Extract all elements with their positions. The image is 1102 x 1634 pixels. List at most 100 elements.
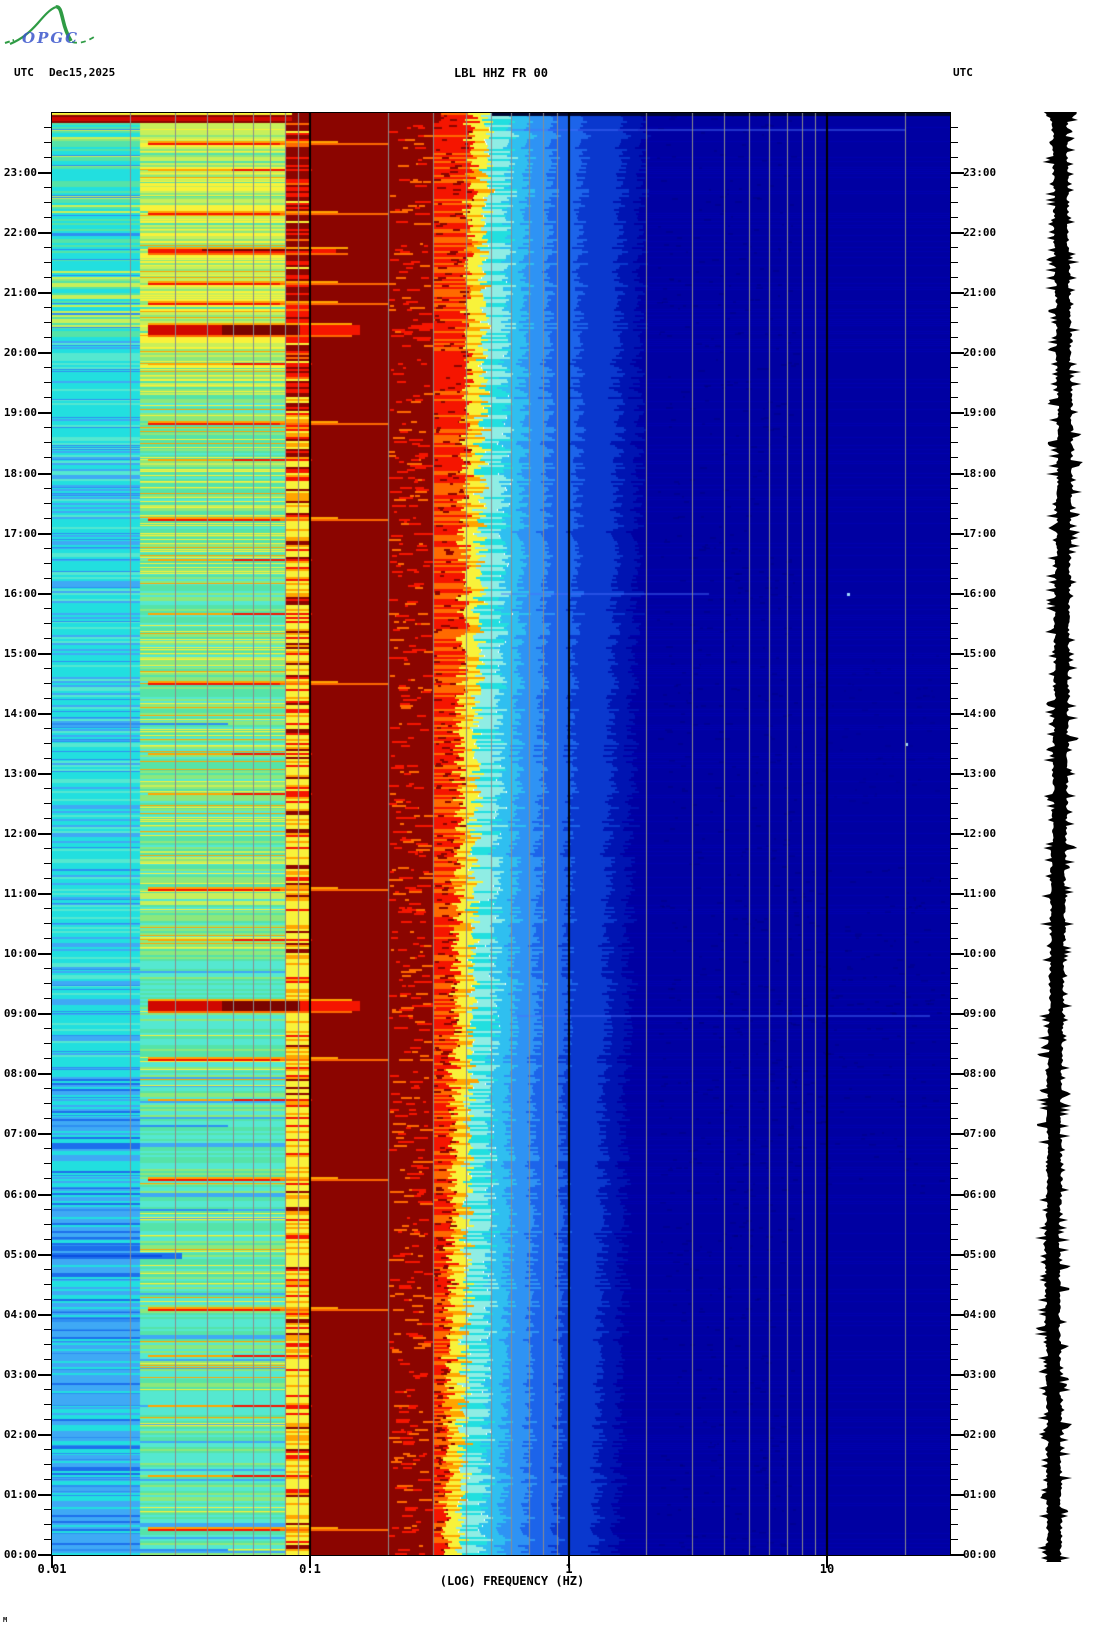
time-tick-left (38, 772, 51, 775)
time-tick-right (951, 232, 964, 235)
time-label-left: 08:00 (3, 1067, 37, 1081)
time-label-left: 00:00 (3, 1548, 37, 1561)
logo-dash-right (71, 36, 95, 44)
time-tick-right (951, 517, 958, 519)
time-tick-right (951, 953, 964, 956)
time-tick-right (951, 1538, 958, 1540)
logo-mountain-rise (9, 5, 57, 46)
time-tick-left (44, 923, 51, 925)
time-tick-left (44, 157, 51, 159)
time-tick-left (38, 1253, 51, 1256)
time-label-left: 12:00 (3, 827, 37, 840)
time-label-right: 22:00 (963, 226, 997, 240)
time-tick-left (44, 938, 51, 940)
time-tick-right (951, 697, 958, 699)
time-tick-left (44, 1463, 51, 1465)
time-tick-right (951, 412, 964, 415)
time-tick-right (951, 1193, 964, 1196)
time-tick-right (951, 1313, 964, 1316)
time-tick-left (44, 442, 51, 444)
time-tick-left (38, 172, 51, 175)
time-label-right: 06:00 (963, 1187, 997, 1201)
time-tick-right (951, 1073, 964, 1076)
time-label-right: 19:00 (963, 406, 997, 420)
time-tick-right (951, 397, 958, 399)
time-tick-left (38, 1193, 51, 1196)
time-tick-left (44, 187, 51, 189)
freq-tick (51, 1556, 53, 1568)
time-tick-right (951, 742, 958, 744)
time-tick-left (44, 1403, 51, 1405)
time-tick-left (38, 412, 51, 415)
time-tick-left (44, 337, 51, 339)
time-tick-right (951, 1358, 958, 1360)
time-label-left: 01:00 (3, 1487, 37, 1501)
utc-label-right: UTC (953, 66, 973, 79)
time-tick-right (951, 938, 958, 940)
time-tick-right (951, 652, 964, 655)
time-tick-right (951, 1208, 958, 1210)
time-label-left: 07:00 (3, 1127, 37, 1141)
time-label-left: 18:00 (3, 466, 37, 480)
time-tick-right (951, 532, 964, 535)
time-label-right: 12:00 (963, 827, 997, 840)
time-label-right: 18:00 (963, 466, 997, 480)
time-tick-left (44, 983, 51, 985)
time-tick-left (44, 457, 51, 459)
time-tick-left (44, 1178, 51, 1180)
time-tick-left (38, 833, 51, 835)
time-tick-right (951, 1118, 958, 1120)
time-label-left: 02:00 (3, 1427, 37, 1441)
time-tick-left (38, 1313, 51, 1316)
time-tick-left (38, 472, 51, 475)
time-tick-right (951, 1388, 958, 1390)
time-tick-right (951, 157, 958, 159)
time-label-left: 22:00 (3, 226, 37, 240)
logo-mountain-fall (55, 5, 73, 42)
time-tick-left (44, 1028, 51, 1030)
time-label-left: 19:00 (3, 406, 37, 420)
time-tick-left (44, 367, 51, 369)
time-tick-left (44, 1343, 51, 1345)
time-tick-right (951, 893, 964, 896)
time-label-left: 10:00 (3, 947, 37, 961)
time-label-left: 09:00 (3, 1007, 37, 1021)
time-tick-left (44, 1148, 51, 1150)
time-tick-left (44, 547, 51, 549)
time-tick-right (951, 442, 958, 444)
time-tick-left (44, 1043, 51, 1045)
time-tick-right (951, 863, 958, 865)
plot-frame (51, 112, 951, 1556)
time-tick-right (951, 382, 958, 384)
time-tick-left (44, 1058, 51, 1060)
time-tick-right (951, 1103, 958, 1105)
time-tick-right (951, 487, 958, 489)
time-tick-right (951, 1178, 958, 1180)
time-tick-right (951, 983, 958, 985)
time-tick-right (951, 202, 958, 204)
time-tick-right (951, 1043, 958, 1045)
time-tick-left (44, 247, 51, 249)
time-tick-right (951, 622, 958, 624)
time-tick-right (951, 607, 958, 609)
time-tick-left (44, 562, 51, 564)
time-tick-right (951, 1463, 958, 1465)
time-tick-right (951, 307, 958, 309)
time-tick-right (951, 262, 958, 264)
time-tick-right (951, 1523, 958, 1525)
time-label-right: 05:00 (963, 1247, 997, 1261)
time-tick-right (951, 427, 958, 429)
time-tick-left (44, 217, 51, 219)
time-tick-left (38, 712, 51, 715)
time-tick-left (44, 397, 51, 399)
time-tick-left (44, 1388, 51, 1390)
time-tick-right (951, 187, 958, 189)
x-axis-title: (LOG) FREQUENCY (HZ) (439, 1574, 585, 1588)
time-tick-right (951, 277, 958, 279)
time-label-right: 03:00 (963, 1367, 997, 1381)
time-label-left: 13:00 (3, 766, 37, 780)
time-tick-left (44, 1223, 51, 1225)
time-label-left: 14:00 (3, 706, 37, 720)
time-tick-right (951, 682, 958, 684)
time-tick-left (38, 953, 51, 956)
